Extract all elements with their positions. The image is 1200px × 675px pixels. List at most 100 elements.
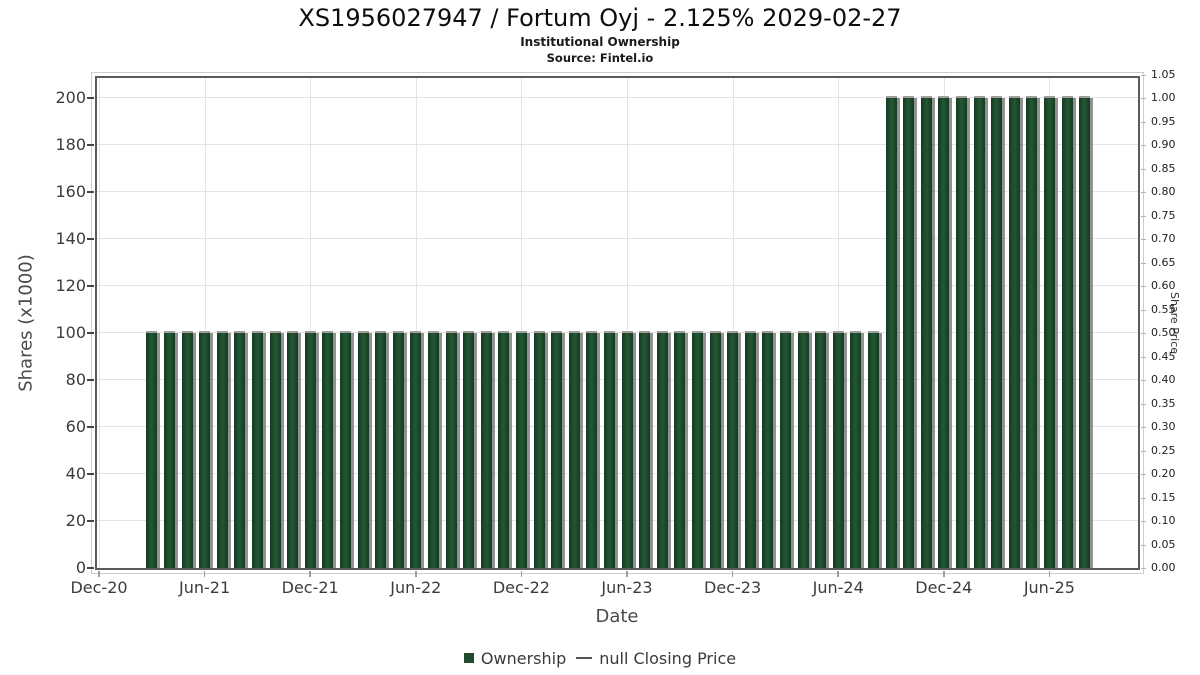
ownership-bar: [515, 331, 527, 568]
x-tick-label: Jun-25: [1023, 578, 1075, 597]
y-left-tick: [87, 426, 94, 428]
h-gridline: [97, 473, 1138, 474]
ownership-bar: [304, 331, 316, 568]
ownership-bar: [603, 331, 615, 568]
x-tick: [943, 571, 945, 577]
y-right-tick-label: 0.75: [1151, 208, 1176, 222]
y-left-tick: [87, 97, 94, 99]
y-right-tick: [1141, 427, 1146, 428]
y-left-tick: [87, 238, 94, 240]
y-left-tick: [87, 379, 94, 381]
y-right-tick: [1141, 474, 1146, 475]
v-gridline: [732, 78, 734, 568]
y-right-tick-label: 0.70: [1151, 232, 1176, 245]
y-left-tick-label: 40: [65, 464, 86, 483]
y-left-tick-label: 0: [75, 558, 86, 577]
ownership-bar: [357, 331, 369, 568]
y-right-tick-label: 0.55: [1151, 302, 1176, 316]
h-gridline: [97, 285, 1138, 286]
x-tick-label: Dec-22: [492, 578, 550, 597]
ownership-bar: [727, 331, 739, 568]
plot-area: [91, 72, 1144, 574]
h-gridline: [97, 97, 1138, 98]
y-right-tick-label: 0.20: [1151, 467, 1176, 480]
x-tick-label: Dec-24: [915, 578, 973, 597]
chart-source: Source: Fintel.io: [546, 51, 654, 65]
ownership-bar: [322, 331, 334, 568]
y-right-tick-label: 0.05: [1151, 537, 1176, 551]
y-right-tick: [1141, 168, 1146, 170]
h-gridline: [97, 238, 1138, 239]
y-right-tick-label: 1.00: [1151, 91, 1176, 104]
ownership-swatch-icon: [463, 653, 474, 663]
x-tick: [309, 571, 311, 577]
x-tick-label: Jun-23: [601, 578, 653, 597]
ownership-bar: [656, 331, 668, 568]
y-right-tick: [1141, 356, 1146, 358]
ownership-bar: [146, 331, 158, 568]
x-tick: [731, 571, 734, 577]
y-right-tick-label: 0.85: [1151, 161, 1176, 175]
v-gridline: [310, 78, 312, 568]
y-right-tick-label: 0.10: [1151, 514, 1176, 527]
ownership-bar: [445, 331, 457, 568]
y-right-tick: [1141, 192, 1146, 193]
y-right-tick: [1141, 309, 1146, 311]
ownership-bar: [1043, 96, 1055, 568]
y-left-tick: [87, 473, 94, 475]
ownership-bar: [234, 331, 246, 568]
ownership-bar: [287, 331, 299, 568]
legend-ownership-label: Ownership: [480, 648, 567, 668]
y-left-tick-label: 200: [55, 88, 86, 107]
v-gridline: [627, 78, 628, 568]
ownership-bar: [216, 331, 228, 568]
ownership-bar: [199, 331, 211, 568]
x-tick: [1048, 571, 1051, 577]
y-right-tick-label: 0.65: [1151, 255, 1176, 269]
y-left-tick: [87, 567, 94, 569]
y-left-tick-label: 20: [65, 511, 86, 530]
y-right-tick-label: 0.40: [1151, 373, 1176, 386]
x-tick: [837, 571, 839, 577]
ownership-bar: [1061, 96, 1073, 568]
y-right-tick-label: 1.05: [1151, 67, 1176, 81]
ownership-bar: [797, 331, 809, 568]
h-gridline: [97, 332, 1138, 333]
ownership-bar: [586, 331, 598, 568]
y-right-tick-label: 0.30: [1151, 420, 1176, 433]
x-tick-label: Dec-23: [704, 578, 762, 597]
ownership-bar: [1008, 96, 1020, 568]
ownership-bar: [674, 331, 686, 568]
y-left-tick-label: 160: [55, 182, 86, 201]
y-right-tick: [1141, 239, 1146, 240]
x-tick-label: Jun-21: [179, 578, 231, 597]
ownership-bar: [955, 96, 967, 568]
chart-subtitle: Institutional Ownership: [520, 35, 680, 49]
ownership-bar: [903, 96, 915, 568]
ownership-bar: [551, 331, 563, 568]
ownership-bar: [533, 331, 545, 568]
ownership-bar: [375, 331, 387, 568]
y-right-tick-label: 0.00: [1151, 561, 1176, 574]
y-right-tick: [1141, 215, 1146, 217]
ownership-bar: [339, 331, 351, 568]
legend-item-ownership: Ownership: [463, 648, 567, 668]
ownership-bar: [639, 331, 651, 568]
y-right-tick-label: 0.50: [1151, 326, 1176, 339]
y-left-tick: [87, 332, 94, 334]
x-tick-label: Dec-20: [70, 578, 128, 597]
ownership-bar: [163, 331, 175, 568]
y-left-tick-label: 180: [55, 135, 86, 154]
y-right-tick: [1141, 145, 1146, 146]
ownership-bar: [1079, 96, 1091, 568]
ownership-bar: [498, 331, 510, 568]
y-right-tick-label: 0.60: [1151, 279, 1176, 292]
y-left-tick-label: 140: [55, 229, 86, 248]
ownership-bar: [568, 331, 580, 568]
ownership-bar: [463, 331, 475, 568]
legend: Ownership null Closing Price: [0, 646, 1200, 670]
ownership-bar: [1026, 96, 1038, 568]
y-left-tick: [87, 191, 94, 193]
ownership-bar: [269, 331, 281, 568]
y-right-tick-label: 0.15: [1151, 490, 1176, 504]
